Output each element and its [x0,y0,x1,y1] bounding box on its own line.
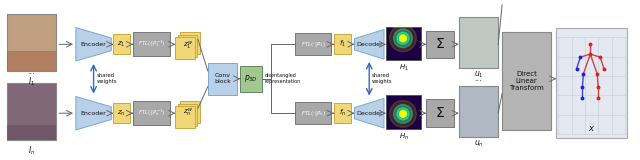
Circle shape [390,100,417,127]
Text: shared
weights: shared weights [97,73,117,84]
Text: $FTL(\cdot|P_n^{-1})$: $FTL(\cdot|P_n^{-1})$ [138,108,165,118]
Text: $z_1^w$: $z_1^w$ [182,40,193,52]
Text: disentangled
representation: disentangled representation [265,73,301,84]
Bar [386,96,421,129]
Text: Encoder: Encoder [81,111,106,116]
Text: Decoder: Decoder [356,111,383,116]
Bar [334,103,351,123]
Bar [7,51,56,71]
Text: ...: ... [28,67,35,76]
Text: $FTL(\cdot|P_1)$: $FTL(\cdot|P_1)$ [301,40,326,49]
Bar [7,125,56,140]
Bar [208,63,237,95]
Bar [7,14,56,71]
Text: shared
weights: shared weights [372,73,393,84]
Text: Decoder: Decoder [356,42,383,47]
Bar [334,34,351,54]
Bar [180,32,200,54]
Text: $\Sigma$: $\Sigma$ [435,106,445,120]
Text: $f_n$: $f_n$ [339,108,346,118]
Bar [113,34,130,54]
Bar [426,31,454,58]
Text: $x$: $x$ [588,124,595,133]
Text: $\Sigma$: $\Sigma$ [435,37,445,51]
Text: ...: ... [474,74,483,83]
Circle shape [397,32,409,44]
Bar [7,83,56,140]
Bar [178,35,197,57]
Circle shape [394,104,412,123]
Text: $I_n$: $I_n$ [28,145,35,157]
Bar [296,33,331,55]
Text: $z_1$: $z_1$ [118,40,126,49]
Circle shape [399,35,406,42]
Text: $p_{3D}$: $p_{3D}$ [244,73,258,84]
Text: $FTL(\cdot|P_1^{-1})$: $FTL(\cdot|P_1^{-1})$ [138,39,165,49]
Bar [296,102,331,124]
Text: $I_1$: $I_1$ [28,76,35,88]
Text: $FTL(\cdot|P_n)$: $FTL(\cdot|P_n)$ [301,109,326,118]
Polygon shape [76,96,111,130]
Bar [178,104,197,125]
Bar [180,101,200,123]
Text: $u_1$: $u_1$ [474,70,483,80]
Text: $u_n$: $u_n$ [474,139,483,149]
Bar [113,103,130,123]
Circle shape [399,111,406,117]
Bar [459,86,498,137]
Text: Direct
Linear
Transform: Direct Linear Transform [509,71,544,91]
Bar [175,37,195,59]
Bar [556,28,627,138]
Polygon shape [76,28,111,61]
Text: Encoder: Encoder [81,42,106,47]
Circle shape [397,108,409,120]
Polygon shape [355,98,384,128]
Bar [133,101,170,125]
Polygon shape [355,30,384,59]
Bar [426,99,454,127]
Text: Conv
block: Conv block [214,73,231,84]
Text: $z_n$: $z_n$ [117,109,126,118]
Text: $H_1$: $H_1$ [399,63,408,73]
Circle shape [390,25,417,52]
Bar [175,106,195,128]
Bar [386,27,421,60]
Circle shape [394,29,412,48]
Text: $z_n^w$: $z_n^w$ [182,107,193,119]
Bar [502,32,551,130]
Bar [459,17,498,68]
Text: $H_n$: $H_n$ [399,132,409,142]
Bar [240,66,262,92]
Bar [133,32,170,56]
Text: $f_1$: $f_1$ [339,39,346,49]
